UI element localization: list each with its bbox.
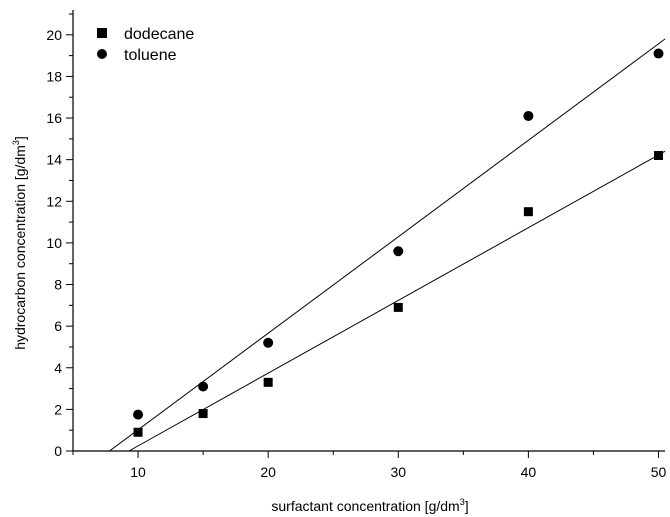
fit-lines — [109, 38, 666, 452]
y-tick-label: 2 — [54, 401, 62, 417]
point-dodecane — [133, 427, 143, 437]
point-dodecane — [263, 377, 273, 387]
point-dodecane — [198, 409, 208, 419]
fit-line-dodecane — [128, 150, 666, 452]
point-dodecane — [523, 207, 533, 217]
legend-label-toluene: toluene — [124, 47, 177, 64]
legend-label-dodecane: dodecane — [124, 26, 194, 43]
point-toluene — [653, 48, 664, 59]
y-tick-label: 6 — [54, 318, 62, 334]
point-dodecane — [393, 302, 403, 312]
x-tick-label: 50 — [651, 464, 667, 480]
point-toluene — [133, 409, 144, 420]
x-axis-label: surfactant concentration [g/dm3] — [271, 497, 468, 514]
y-tick-label: 8 — [54, 277, 62, 293]
y-tick-label: 14 — [46, 152, 62, 168]
point-dodecane — [653, 151, 663, 161]
y-tick-label: 10 — [46, 235, 62, 251]
legend-marker-toluene — [97, 49, 107, 59]
y-tick-label: 0 — [54, 443, 62, 459]
y-tick-label: 4 — [54, 360, 62, 376]
y-tick-label: 18 — [46, 68, 62, 84]
x-tick-label: 20 — [260, 464, 276, 480]
x-tick-label: 40 — [521, 464, 537, 480]
y-tick-label: 12 — [46, 193, 62, 209]
axes — [72, 10, 665, 452]
point-toluene — [263, 337, 274, 348]
point-toluene — [198, 381, 209, 392]
fit-line-toluene — [109, 38, 666, 452]
y-tick-label: 20 — [46, 27, 62, 43]
data-points — [133, 48, 664, 437]
x-tick-label: 10 — [130, 464, 146, 480]
legend-marker-dodecane — [97, 28, 107, 38]
x-tick-label: 30 — [390, 464, 406, 480]
y-tick-label: 16 — [46, 110, 62, 126]
y-axis-label: hydrocarbon concentration [g/dm3] — [11, 136, 28, 350]
x-axis-ticks: 10 20 30 40 50 — [72, 451, 667, 480]
point-toluene — [523, 110, 534, 121]
y-axis-ticks: 0 2 4 6 8 10 12 14 16 18 20 — [46, 13, 73, 459]
legend: dodecane toluene — [97, 26, 194, 64]
point-toluene — [393, 246, 404, 257]
